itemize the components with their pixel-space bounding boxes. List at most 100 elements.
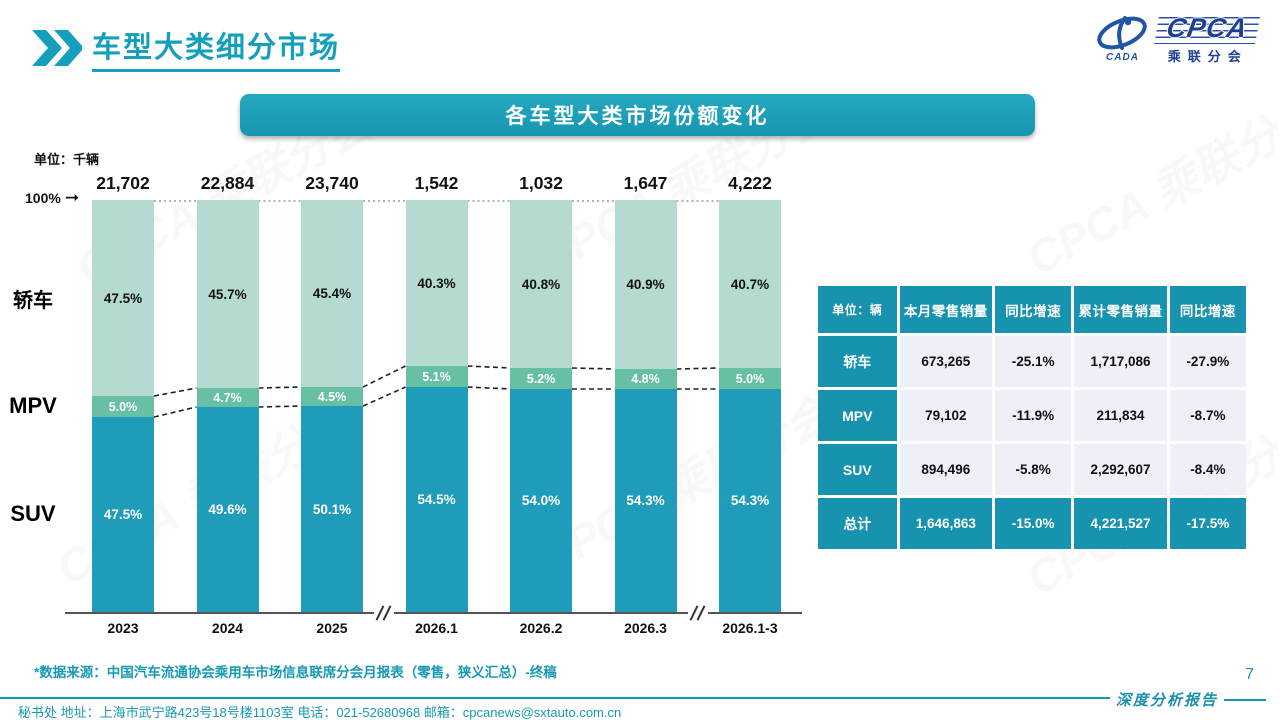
segment-percent-label: 54.3% <box>626 493 665 508</box>
segment-percent-label: 5.2% <box>526 371 556 386</box>
table-row: SUV 894,496 -5.8% 2,292,607 -8.4% <box>818 444 1246 495</box>
bar-2025: 23,740 45.4% 4.5% 50.1% <box>301 173 363 612</box>
table-cell: -8.4% <box>1169 444 1246 495</box>
axis-break-mark <box>374 604 395 622</box>
table-column-header: 本月零售销量 <box>899 286 993 333</box>
watermark: CPCA 乘联分会 <box>1018 86 1280 285</box>
cpca-subtitle: 乘联分会 <box>1167 49 1248 64</box>
table-cell: -15.0% <box>995 498 1072 549</box>
bar-segment-MPV: 5.0% <box>92 396 154 417</box>
segment-percent-label: 40.9% <box>626 277 665 292</box>
bar-total-label: 23,740 <box>305 173 359 193</box>
table-cell: -5.8% <box>995 444 1072 495</box>
segment-percent-label: 5.0% <box>735 371 765 386</box>
table-cell: 4,221,527 <box>1074 498 1167 549</box>
segment-percent-label: 5.0% <box>108 399 138 414</box>
table-cell: -8.7% <box>1169 390 1246 441</box>
cpca-logo: CADA CPCA 乘联分会 <box>1095 12 1261 65</box>
cada-label: CADA <box>1106 52 1139 63</box>
report-label: 深度分析报告 <box>1116 689 1266 710</box>
cada-emblem-icon: CADA <box>1095 14 1149 63</box>
table-cell: 211,834 <box>1074 390 1167 441</box>
x-axis-line <box>65 612 802 614</box>
x-axis-tick-label: 2026.3 <box>624 620 667 636</box>
bar-2026.2: 1,032 40.8% 5.2% 54.0% <box>510 173 572 612</box>
bar-segment-SUV: 54.3% <box>719 389 781 612</box>
chart-title: 各车型大类市场份额变化 <box>505 105 770 128</box>
bar-segment-MPV: 4.5% <box>301 387 363 406</box>
bar-total-label: 4,222 <box>728 173 772 193</box>
bar-segment-轿车: 45.4% <box>301 200 363 387</box>
table-cell: -27.9% <box>1169 336 1246 387</box>
segment-percent-label: 47.5% <box>103 507 143 522</box>
bar-total-label: 21,702 <box>96 173 150 193</box>
segment-percent-label: 40.7% <box>730 276 770 292</box>
bar-segment-MPV: 4.8% <box>614 369 677 389</box>
table-column-header: 同比增速 <box>1169 286 1246 333</box>
x-axis-tick-label: 2024 <box>211 620 244 636</box>
table-row-label: MPV <box>818 390 897 441</box>
bar-total-label: 22,884 <box>200 173 255 193</box>
bar-segment-SUV: 54.3% <box>614 389 677 612</box>
cpca-wordmark: CPCA <box>1154 12 1261 44</box>
segment-percent-label: 4.7% <box>213 390 242 405</box>
segment-percent-label: 4.8% <box>631 372 660 386</box>
segment-percent-label: 45.4% <box>312 286 352 301</box>
report-label-line <box>1224 698 1266 701</box>
footer-divider <box>0 697 1110 699</box>
table-row: 轿车 673,265 -25.1% 1,717,086 -27.9% <box>818 336 1246 387</box>
segment-percent-label: 40.3% <box>417 275 456 291</box>
x-axis-tick-label: 2026.1-3 <box>722 620 778 636</box>
segment-percent-label: 5.1% <box>422 369 451 384</box>
segment-percent-label: 45.7% <box>208 286 247 302</box>
bar-2023: 21,702 47.5% 5.0% 47.5% <box>92 173 154 612</box>
segment-percent-label: 4.5% <box>317 389 347 404</box>
bar-2026.3: 1,647 40.9% 4.8% 54.3% <box>614 173 677 612</box>
bar-total-label: 1,032 <box>519 173 563 193</box>
table-cell: 673,265 <box>899 336 993 387</box>
right-arrow-icon: ➞ <box>64 188 80 207</box>
bar-segment-MPV: 5.2% <box>510 368 572 389</box>
bar-segment-SUV: 54.5% <box>405 387 468 612</box>
table-cell: 894,496 <box>899 444 993 495</box>
table-unit-header: 单位：辆 <box>818 286 897 333</box>
table-cell: 1,717,086 <box>1074 336 1167 387</box>
x-axis-tick-label: 2023 <box>107 620 139 636</box>
table-column-header: 同比增速 <box>995 286 1072 333</box>
bar-2026.1: 1,542 40.3% 5.1% 54.5% <box>405 173 468 612</box>
header: 车型大类细分市场 <box>30 24 341 72</box>
sales-table: 单位：辆 本月零售销量 同比增速 累计零售销量 同比增速 轿车 673,265 -25.1%… <box>815 283 1249 552</box>
series-label-轿车: 轿车 <box>13 290 53 312</box>
bar-segment-SUV: 49.6% <box>196 407 259 612</box>
hundred-percent-marker: 100% ➞ <box>25 188 80 207</box>
bar-2024: 22,884 45.7% 4.7% 49.6% <box>196 173 259 612</box>
sales-table-wrap: 单位：辆 本月零售销量 同比增速 累计零售销量 同比增速 轿车 673,265 -25.1%… <box>815 283 1249 552</box>
stacked-bar-chart: 100% ➞ 21,702 47.5% 5.0% 47.5% 22,884 45.7% 4.7… <box>9 173 802 636</box>
bar-segment-轿车: 47.5% <box>92 200 154 396</box>
table-cell: -17.5% <box>1169 498 1246 549</box>
source-note: *数据来源：中国汽车流通协会乘用车市场信息联席分会月报表（零售，狭义汇总）-终稿 <box>34 665 557 680</box>
chart-unit-label: 单位：千辆 <box>34 152 100 167</box>
table-cell: 1,646,863 <box>899 498 993 549</box>
page-title: 车型大类细分市场 <box>92 24 341 72</box>
table-row: MPV 79,102 -11.9% 211,834 -8.7% <box>818 390 1246 441</box>
segment-percent-label: 47.5% <box>103 290 143 306</box>
series-label-MPV: MPV <box>9 392 57 418</box>
bar-total-label: 1,542 <box>414 173 459 193</box>
table-cell: 2,292,607 <box>1074 444 1167 495</box>
table-column-header: 累计零售销量 <box>1074 286 1167 333</box>
series-label-SUV: SUV <box>10 500 56 526</box>
bar-2026.1-3: 4,222 40.7% 5.0% 54.3% <box>719 173 781 612</box>
segment-percent-label: 54.3% <box>730 493 770 508</box>
table-row-label: 轿车 <box>818 336 897 387</box>
bar-segment-SUV: 50.1% <box>301 406 363 612</box>
bar-segment-MPV: 5.0% <box>719 368 781 389</box>
table-row-label: 总计 <box>818 498 897 549</box>
segment-percent-label: 50.1% <box>312 501 352 517</box>
segment-percent-label: 54.0% <box>521 493 561 508</box>
table-row-label: SUV <box>818 444 897 495</box>
bar-segment-SUV: 47.5% <box>92 417 154 612</box>
bar-total-label: 1,647 <box>623 173 668 193</box>
bar-segment-SUV: 54.0% <box>510 389 572 612</box>
